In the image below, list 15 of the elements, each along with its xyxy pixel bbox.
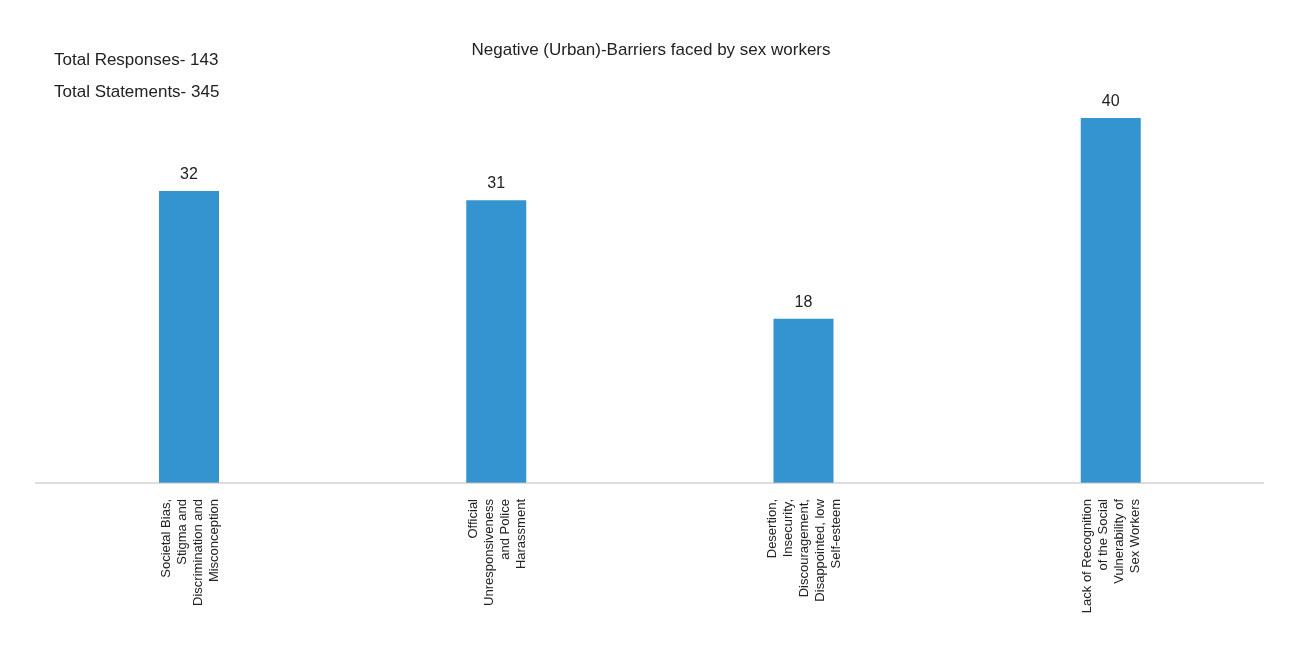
data-label: 31 <box>487 174 506 192</box>
bar <box>159 191 219 483</box>
x-tick-label: Desertion, Insecurity, Discouragement, Disappointed, low Self-esteem <box>764 498 844 602</box>
bar <box>773 318 834 483</box>
bar <box>466 200 527 483</box>
x-tick-label: Lack of Recognition of the Social Vulnerability of Sex Workers <box>1079 498 1143 614</box>
x-tick-label: Official Unresponsiveness and Police Harassment <box>464 498 528 606</box>
text: Total Responses- 143 <box>54 50 219 70</box>
data-label: 32 <box>180 165 198 182</box>
chart-title: Negative (Urban)-Barriers faced by sex workers <box>471 40 831 59</box>
data-label: 18 <box>794 292 813 310</box>
text: Total Statements- 345 <box>54 82 220 102</box>
data-label: 40 <box>1101 92 1120 109</box>
bar <box>1080 118 1141 483</box>
x-tick-label: Societal Bias, Stigma and Discrimination and Misconception <box>157 499 221 606</box>
